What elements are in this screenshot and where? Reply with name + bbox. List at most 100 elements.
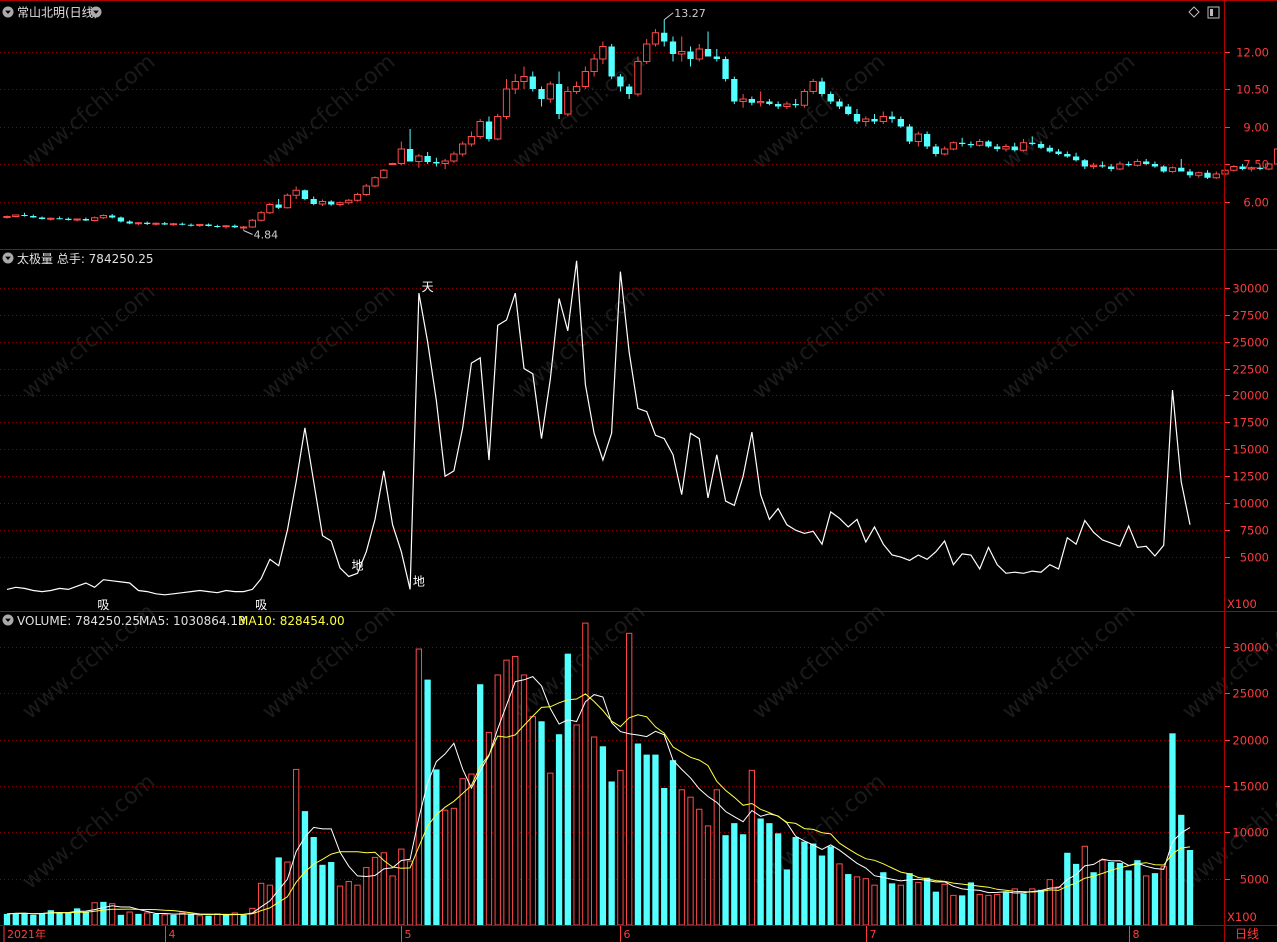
volume-bar — [757, 818, 764, 925]
volume-bar — [897, 884, 904, 926]
candle-body — [1186, 171, 1194, 176]
date-tick-label: 4 — [169, 928, 176, 941]
volume-bar — [748, 769, 756, 926]
candle-body — [687, 51, 694, 59]
volume-bar — [152, 913, 160, 925]
candle-body — [485, 121, 493, 139]
candle-body — [651, 32, 660, 45]
volume-bar — [1055, 886, 1062, 926]
candle-body — [441, 160, 449, 164]
candle-body — [704, 49, 712, 57]
volume-bar — [801, 841, 808, 925]
candle-body — [47, 217, 55, 220]
candle-body — [888, 116, 896, 119]
candle-body — [82, 219, 90, 221]
indicator-marker-label: 地 — [413, 574, 425, 588]
candle-body — [827, 94, 834, 102]
candle-body — [301, 190, 309, 199]
volume-bar — [459, 778, 466, 926]
candle-body — [126, 221, 133, 224]
volume-bar — [38, 912, 46, 925]
candle-body — [1037, 144, 1045, 148]
candle-body — [722, 59, 729, 79]
volume-bar — [257, 882, 265, 926]
volume-bar — [433, 769, 440, 925]
volume-bar — [1081, 845, 1088, 926]
indicator-scale-label: X100 — [1227, 597, 1257, 611]
candle-body — [266, 204, 274, 214]
volume-bar — [739, 834, 747, 925]
volume-bar — [810, 843, 817, 925]
volume-bar — [1064, 852, 1071, 925]
indicator-tick-label: 17500 — [1232, 416, 1269, 430]
volume-bar — [319, 864, 326, 925]
date-tick-label: 6 — [624, 928, 631, 941]
volume-bar — [1099, 859, 1106, 926]
candle-body — [967, 144, 975, 146]
volume-bar — [301, 811, 309, 925]
volume-bar — [415, 648, 423, 926]
candle-body — [1046, 147, 1053, 152]
period-label[interactable]: 日线 — [1235, 927, 1259, 941]
window-toggle-icon[interactable] — [1207, 6, 1220, 19]
volume-bar — [240, 914, 247, 925]
volume-bar — [1169, 733, 1176, 925]
candle-body — [555, 84, 563, 114]
candle-body — [1151, 164, 1159, 167]
candle-body — [38, 217, 46, 219]
candle-body — [739, 98, 747, 102]
candle-body — [626, 86, 633, 94]
volume-bar — [117, 914, 125, 925]
candle-body — [1204, 172, 1211, 178]
volume-bar — [696, 808, 703, 926]
volume-bar — [1116, 862, 1124, 925]
volume-bar — [783, 869, 791, 925]
candle-body — [231, 225, 238, 228]
volume-bar — [65, 912, 72, 925]
volume-bar — [538, 721, 545, 925]
volume-bar — [135, 913, 142, 925]
volume-bar — [547, 772, 554, 926]
volume-bar — [275, 857, 282, 925]
volume-bar — [468, 773, 475, 926]
candle-body — [3, 216, 11, 218]
candle-body — [73, 218, 81, 221]
candle-body — [275, 204, 282, 208]
candle-body — [871, 119, 878, 122]
volume-bar — [406, 860, 414, 926]
volume-bar — [494, 674, 501, 926]
volume-bar — [477, 684, 484, 925]
volume-bar — [643, 754, 650, 925]
candle-body — [1116, 163, 1124, 170]
price-tick-label: 9.00 — [1243, 121, 1269, 135]
volume-bar — [196, 915, 203, 926]
candle-body — [643, 43, 651, 62]
candle-body — [353, 194, 362, 201]
diamond-icon[interactable] — [1188, 6, 1200, 18]
candle-body — [1064, 154, 1071, 157]
candle-body — [494, 116, 502, 140]
volume-bar — [179, 912, 186, 926]
date-tick-label: 5 — [405, 928, 412, 941]
volume-bar — [941, 883, 948, 926]
volume-bar — [827, 846, 834, 925]
candle-body — [222, 225, 230, 228]
candle-body — [371, 177, 379, 187]
volume-bar — [1107, 862, 1115, 925]
indicator-tick-label: 22500 — [1232, 363, 1269, 377]
volume-bar — [1090, 872, 1097, 925]
candle-body — [1011, 146, 1018, 151]
volume-bar — [766, 823, 773, 925]
volume-bar — [888, 883, 896, 925]
candle-body — [502, 88, 511, 117]
candle-body — [932, 146, 940, 154]
candle-body — [538, 89, 545, 99]
volume-bar — [845, 874, 852, 925]
ma10-label: MA10: 828454.00 — [238, 614, 345, 628]
volume-bar — [923, 877, 931, 925]
volume-label: VOLUME: 784250.25 — [17, 614, 140, 628]
volume-bar — [669, 760, 677, 925]
candle-body — [1265, 163, 1273, 170]
indicator-tick-label: 20000 — [1232, 389, 1269, 403]
candle-body — [152, 222, 160, 225]
